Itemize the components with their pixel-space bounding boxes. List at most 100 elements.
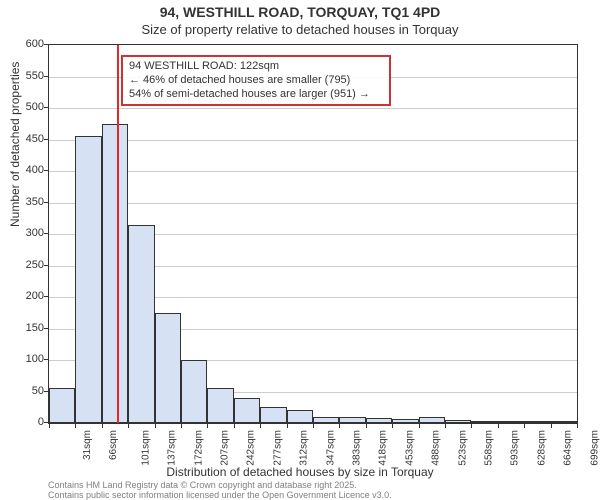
xtick-label: 699sqm xyxy=(589,430,600,466)
xtick-mark xyxy=(419,424,420,428)
xtick-label: 347sqm xyxy=(325,430,336,466)
xtick-label: 137sqm xyxy=(167,430,178,466)
xtick-mark xyxy=(524,424,525,428)
histogram-bar xyxy=(49,388,75,423)
footer-copyright-1: Contains HM Land Registry data © Crown c… xyxy=(48,480,357,490)
xtick-mark xyxy=(234,424,235,428)
xtick-mark xyxy=(207,424,208,428)
histogram-bar xyxy=(313,417,339,423)
histogram-bar xyxy=(392,419,418,423)
histogram-bar xyxy=(260,407,286,423)
xtick-label: 453sqm xyxy=(404,430,415,466)
ytick-label: 400 xyxy=(4,164,44,176)
ytick-label: 550 xyxy=(4,70,44,82)
xtick-mark xyxy=(498,424,499,428)
histogram-bar xyxy=(207,388,233,423)
ytick-label: 500 xyxy=(4,101,44,113)
ytick-mark xyxy=(44,76,48,77)
xtick-mark xyxy=(181,424,182,428)
xtick-mark xyxy=(260,424,261,428)
xtick-label: 523sqm xyxy=(457,430,468,466)
histogram-bar xyxy=(287,410,313,423)
ytick-mark xyxy=(44,107,48,108)
histogram-bar xyxy=(498,421,524,423)
chart-container: 94, WESTHILL ROAD, TORQUAY, TQ1 4PD Size… xyxy=(0,0,600,500)
histogram-bar xyxy=(471,421,497,423)
ytick-mark xyxy=(44,359,48,360)
xtick-mark xyxy=(551,424,552,428)
ytick-label: 350 xyxy=(4,196,44,208)
ytick-mark xyxy=(44,391,48,392)
xtick-mark xyxy=(155,424,156,428)
x-axis-label: Distribution of detached houses by size … xyxy=(0,465,600,479)
xtick-label: 418sqm xyxy=(378,430,389,466)
xtick-label: 277sqm xyxy=(272,430,283,466)
xtick-mark xyxy=(313,424,314,428)
ytick-mark xyxy=(44,265,48,266)
xtick-label: 488sqm xyxy=(431,430,442,466)
xtick-mark xyxy=(366,424,367,428)
xtick-mark xyxy=(75,424,76,428)
ytick-label: 200 xyxy=(4,290,44,302)
xtick-mark xyxy=(128,424,129,428)
ytick-mark xyxy=(44,202,48,203)
histogram-bar xyxy=(419,417,445,423)
ytick-mark xyxy=(44,139,48,140)
xtick-label: 383sqm xyxy=(352,430,363,466)
xtick-mark xyxy=(102,424,103,428)
annotation-line1: 94 WESTHILL ROAD: 122sqm xyxy=(129,60,383,74)
xtick-label: 628sqm xyxy=(536,430,547,466)
xtick-mark xyxy=(445,424,446,428)
histogram-bar xyxy=(551,421,577,423)
xtick-mark xyxy=(287,424,288,428)
ytick-mark xyxy=(44,44,48,45)
histogram-bar xyxy=(524,421,550,423)
ytick-label: 600 xyxy=(4,38,44,50)
ytick-label: 250 xyxy=(4,259,44,271)
gridline xyxy=(49,171,577,172)
xtick-mark xyxy=(339,424,340,428)
ytick-mark xyxy=(44,422,48,423)
ytick-mark xyxy=(44,170,48,171)
xtick-mark xyxy=(392,424,393,428)
gridline xyxy=(49,203,577,204)
xtick-label: 31sqm xyxy=(82,430,93,460)
histogram-bar xyxy=(102,124,128,423)
histogram-bar xyxy=(234,398,260,423)
xtick-label: 558sqm xyxy=(484,430,495,466)
ytick-label: 50 xyxy=(4,385,44,397)
ytick-mark xyxy=(44,328,48,329)
histogram-bar xyxy=(366,418,392,423)
marker-line xyxy=(117,45,119,423)
xtick-label: 242sqm xyxy=(246,430,257,466)
xtick-label: 664sqm xyxy=(563,430,574,466)
xtick-label: 172sqm xyxy=(193,430,204,466)
histogram-bar xyxy=(128,225,154,423)
xtick-label: 207sqm xyxy=(220,430,231,466)
histogram-bar xyxy=(445,420,471,423)
annotation-line2: ← 46% of detached houses are smaller (79… xyxy=(129,74,383,88)
annotation-box: 94 WESTHILL ROAD: 122sqm← 46% of detache… xyxy=(121,55,391,106)
gridline xyxy=(49,140,577,141)
xtick-mark xyxy=(577,424,578,428)
xtick-label: 66sqm xyxy=(108,430,119,460)
ytick-mark xyxy=(44,296,48,297)
footer-copyright-2: Contains public sector information licen… xyxy=(48,490,392,500)
xtick-label: 101sqm xyxy=(140,430,151,466)
ytick-label: 150 xyxy=(4,322,44,334)
histogram-bar xyxy=(75,136,101,423)
chart-title-line1: 94, WESTHILL ROAD, TORQUAY, TQ1 4PD xyxy=(0,4,600,20)
gridline xyxy=(49,108,577,109)
chart-title-line2: Size of property relative to detached ho… xyxy=(0,22,600,37)
xtick-mark xyxy=(471,424,472,428)
xtick-label: 593sqm xyxy=(510,430,521,466)
annotation-line3: 54% of semi-detached houses are larger (… xyxy=(129,88,383,102)
ytick-mark xyxy=(44,233,48,234)
ytick-label: 300 xyxy=(4,227,44,239)
xtick-mark xyxy=(49,424,50,428)
histogram-bar xyxy=(339,417,365,423)
plot-area: 94 WESTHILL ROAD: 122sqm← 46% of detache… xyxy=(48,44,578,424)
ytick-label: 100 xyxy=(4,353,44,365)
histogram-bar xyxy=(181,360,207,423)
histogram-bar xyxy=(155,313,181,423)
